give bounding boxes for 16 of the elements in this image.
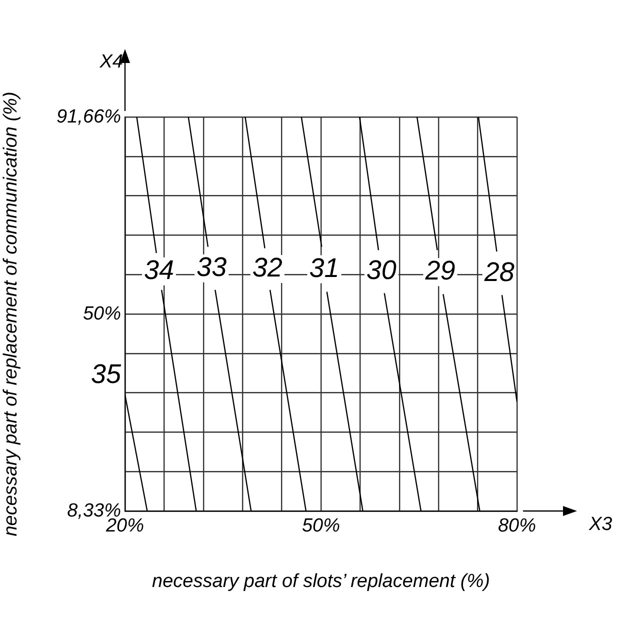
y-tick-label: 50% [82,303,122,324]
series-label: 34 [144,254,174,285]
series-label: 30 [366,255,396,286]
x-tick-label: 50% [302,516,340,537]
x-axis-title: necessary part of slots’ replacement (%) [152,570,490,592]
text: X3 [588,514,613,535]
series-label: 33 [196,252,227,282]
series-label: 28 [483,256,514,287]
series-label: 29 [424,256,456,286]
text: X4 [98,51,123,72]
series-label: 32 [252,252,282,283]
series-label: 35 [90,358,122,389]
x-tick-label: 80% [498,516,536,537]
y-axis-title: necessary part of replacement of communication (%) [0,92,22,536]
y-tick-label: 91,66% [56,106,122,128]
series-label: 31 [309,252,340,283]
